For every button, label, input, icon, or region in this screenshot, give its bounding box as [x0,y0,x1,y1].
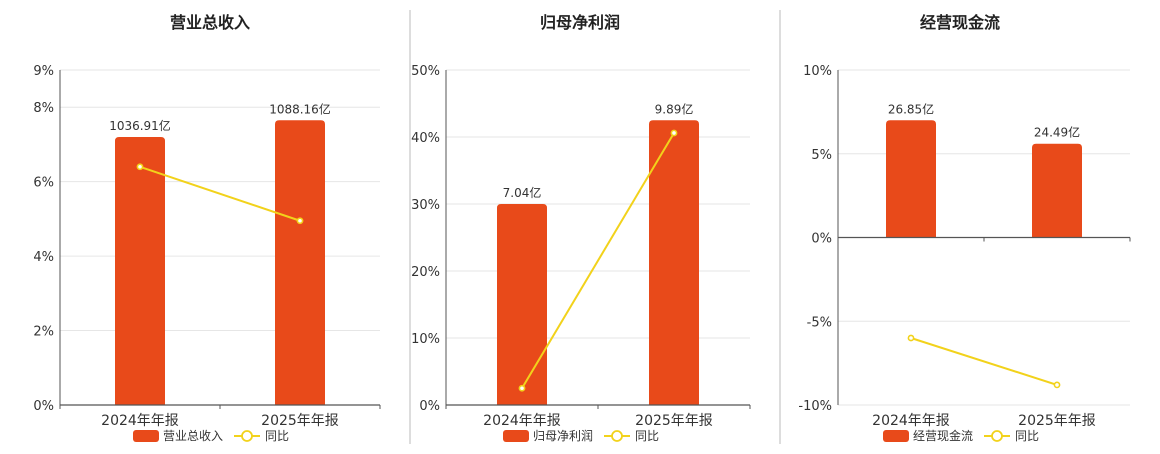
bar-data-label: 1088.16亿 [269,101,331,116]
bar-data-label: 24.49亿 [1034,125,1080,140]
x-category-label: 2025年年报 [1018,413,1096,429]
line-point [907,334,915,342]
y-tick-label: 0% [811,232,832,247]
legend-label: 同比 [1015,429,1039,443]
legend-swatch-bar [133,430,159,442]
bar [497,204,547,405]
legend-swatch-bar [883,430,909,442]
y-tick-label: 10% [803,64,832,79]
y-tick-label: 9% [33,64,54,79]
chart-title: 归母净利润 [540,13,620,32]
legend-label: 同比 [265,429,289,443]
legend-swatch-bar [503,430,529,442]
x-category-label: 2025年年报 [261,413,339,429]
bar [886,120,936,238]
y-tick-label: 4% [33,250,54,265]
line-series [910,337,1058,386]
y-tick-label: 2% [33,325,54,340]
chart-title: 营业总收入 [170,13,250,32]
y-tick-label: 0% [33,399,54,414]
x-category-label: 2024年年报 [101,413,179,429]
legend-swatch-marker [241,430,253,442]
line-point [296,217,304,225]
legend-label: 经营现金流 [913,428,973,443]
y-tick-label: 8% [33,101,54,116]
bar [649,120,699,405]
y-tick-label: -10% [798,399,832,414]
line-series [139,165,301,222]
bar-data-label: 9.89亿 [655,101,694,116]
y-tick-label: 30% [411,198,440,213]
y-tick-label: 10% [411,332,440,347]
x-category-label: 2024年年报 [872,413,950,429]
line-point [518,384,526,392]
bar [115,137,165,405]
y-tick-label: -5% [807,315,832,330]
y-tick-label: 5% [811,148,832,163]
bar [275,120,325,405]
y-tick-label: 0% [419,399,440,414]
legend-label: 归母净利润 [533,429,593,443]
y-tick-label: 20% [411,265,440,280]
y-tick-label: 50% [411,64,440,79]
x-category-label: 2025年年报 [635,413,713,429]
legend-label: 同比 [635,429,659,443]
x-category-label: 2024年年报 [483,413,561,429]
line-point [136,163,144,171]
line-series [521,132,675,389]
bar [1032,143,1082,238]
line-point [670,129,678,137]
y-tick-label: 6% [33,176,54,191]
bar-data-label: 7.04亿 [503,185,542,200]
legend-label: 营业总收入 [163,429,223,443]
bar-data-label: 1036.91亿 [109,118,171,133]
legend-swatch-marker [991,430,1003,442]
legend-swatch-marker [611,430,623,442]
line-point [1053,381,1061,389]
chart-title: 经营现金流 [920,13,1000,32]
bar-data-label: 26.85亿 [888,101,934,116]
y-tick-label: 40% [411,131,440,146]
